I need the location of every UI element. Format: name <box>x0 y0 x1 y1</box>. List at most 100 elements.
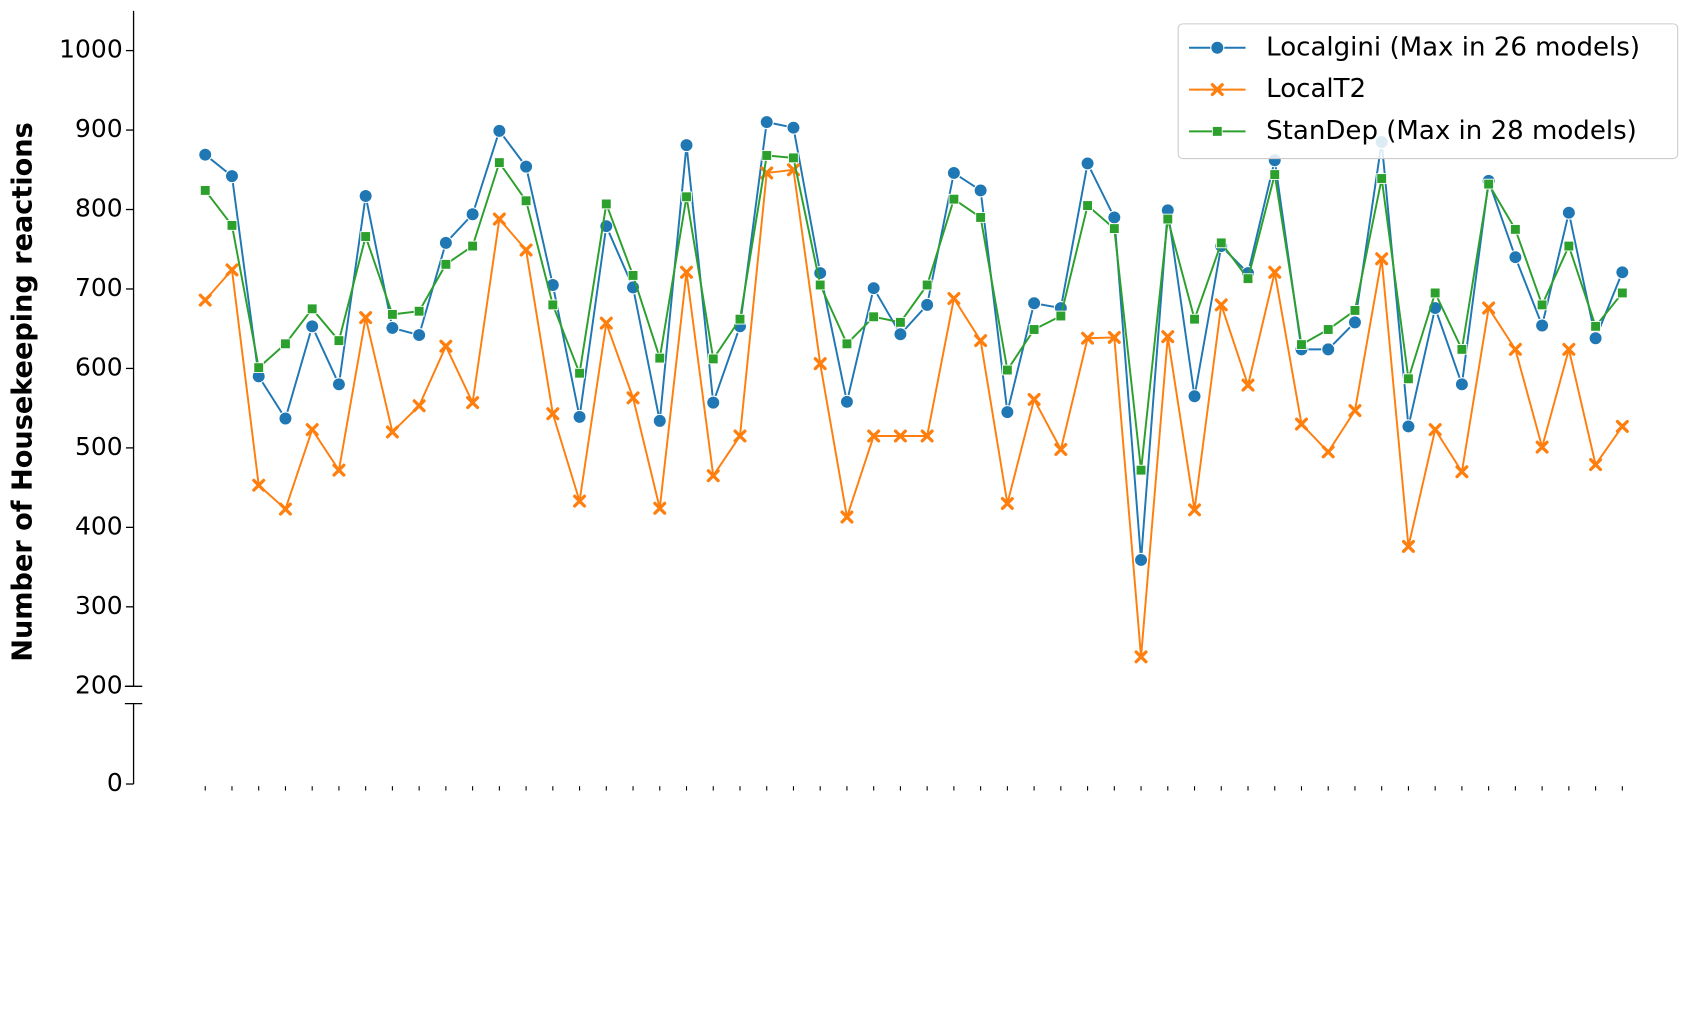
y-tick-label: 400 <box>75 511 123 540</box>
data-point <box>652 413 667 428</box>
data-point <box>519 243 533 257</box>
y-tick-label: 600 <box>75 352 123 381</box>
data-point <box>492 212 506 226</box>
data-point <box>1210 40 1225 55</box>
data-point <box>813 266 828 281</box>
data-point <box>1561 205 1576 220</box>
data-point <box>1080 156 1095 171</box>
data-point <box>893 429 907 443</box>
data-point <box>761 150 773 161</box>
data-point <box>412 399 426 413</box>
data-point <box>975 212 986 223</box>
data-point <box>867 429 881 443</box>
data-point <box>1108 223 1120 234</box>
data-point <box>1211 126 1223 137</box>
data-point <box>1508 342 1522 356</box>
data-point <box>1268 265 1282 279</box>
data-point <box>467 240 478 252</box>
data-point <box>1483 178 1494 190</box>
data-point <box>1294 417 1308 431</box>
data-point <box>681 191 692 203</box>
data-point <box>1535 318 1550 333</box>
data-point <box>1187 389 1202 404</box>
data-point <box>547 299 559 311</box>
legend-label: StanDep (Max in 28 models) <box>1266 116 1637 146</box>
data-point <box>1401 419 1416 434</box>
data-point <box>707 353 719 365</box>
data-point <box>1348 404 1362 418</box>
data-point <box>1588 331 1603 346</box>
data-point <box>278 502 292 516</box>
data-point <box>1107 210 1122 225</box>
data-point <box>519 159 534 174</box>
data-point <box>866 281 881 296</box>
data-point <box>1376 173 1388 184</box>
data-point <box>973 183 988 198</box>
data-point <box>331 377 346 392</box>
data-point <box>600 198 612 210</box>
data-point <box>1161 330 1175 344</box>
data-point <box>546 407 560 421</box>
data-point <box>706 469 720 483</box>
data-point <box>1162 213 1174 225</box>
series-line <box>204 168 1624 657</box>
data-point <box>280 338 291 350</box>
data-point <box>1215 237 1227 249</box>
data-point <box>599 316 613 330</box>
data-point <box>1322 324 1334 335</box>
data-point <box>466 396 480 410</box>
data-point <box>305 319 320 334</box>
data-point <box>359 311 373 325</box>
data-point <box>1615 419 1629 433</box>
data-point <box>920 297 935 312</box>
data-point <box>839 394 854 409</box>
data-point <box>1027 296 1042 311</box>
data-point <box>1082 200 1093 211</box>
data-point <box>1375 252 1389 266</box>
legend-label: Localgini (Max in 26 models) <box>1266 32 1640 62</box>
legend-box <box>1177 23 1679 160</box>
data-point <box>948 193 960 205</box>
series <box>198 115 1630 568</box>
data-point <box>974 334 988 348</box>
data-point <box>465 207 480 222</box>
data-point <box>946 165 961 181</box>
data-point <box>679 265 694 279</box>
data-point <box>626 391 640 405</box>
data-point <box>1617 287 1628 299</box>
data-point <box>1615 265 1630 280</box>
data-point <box>253 362 265 373</box>
data-point <box>387 309 398 320</box>
data-point <box>1349 305 1361 316</box>
data-point <box>1482 301 1496 315</box>
data-point <box>1562 342 1576 356</box>
data-point <box>306 303 318 315</box>
data-point <box>1590 321 1601 332</box>
data-point <box>1347 315 1363 330</box>
data-point <box>305 423 319 437</box>
data-point <box>492 123 507 138</box>
data-point <box>1055 310 1067 322</box>
y-tick-label: 200 <box>75 670 123 699</box>
data-point <box>199 185 211 196</box>
data-point <box>252 478 266 492</box>
data-point <box>226 220 238 231</box>
data-point <box>1563 240 1575 252</box>
data-point <box>759 115 774 130</box>
data-point <box>1210 83 1224 97</box>
data-point <box>438 235 453 250</box>
y-tick-label: 800 <box>75 194 123 223</box>
data-point <box>1429 287 1441 299</box>
data-point <box>627 270 639 281</box>
data-point <box>439 339 453 353</box>
data-point <box>868 311 879 323</box>
data-point <box>921 279 933 291</box>
data-point <box>920 429 934 443</box>
data-point <box>1455 465 1469 479</box>
y-tick-label: 900 <box>75 114 123 143</box>
data-point <box>841 338 853 350</box>
data-point <box>440 259 452 270</box>
data-point <box>893 327 908 342</box>
data-point <box>947 291 961 306</box>
